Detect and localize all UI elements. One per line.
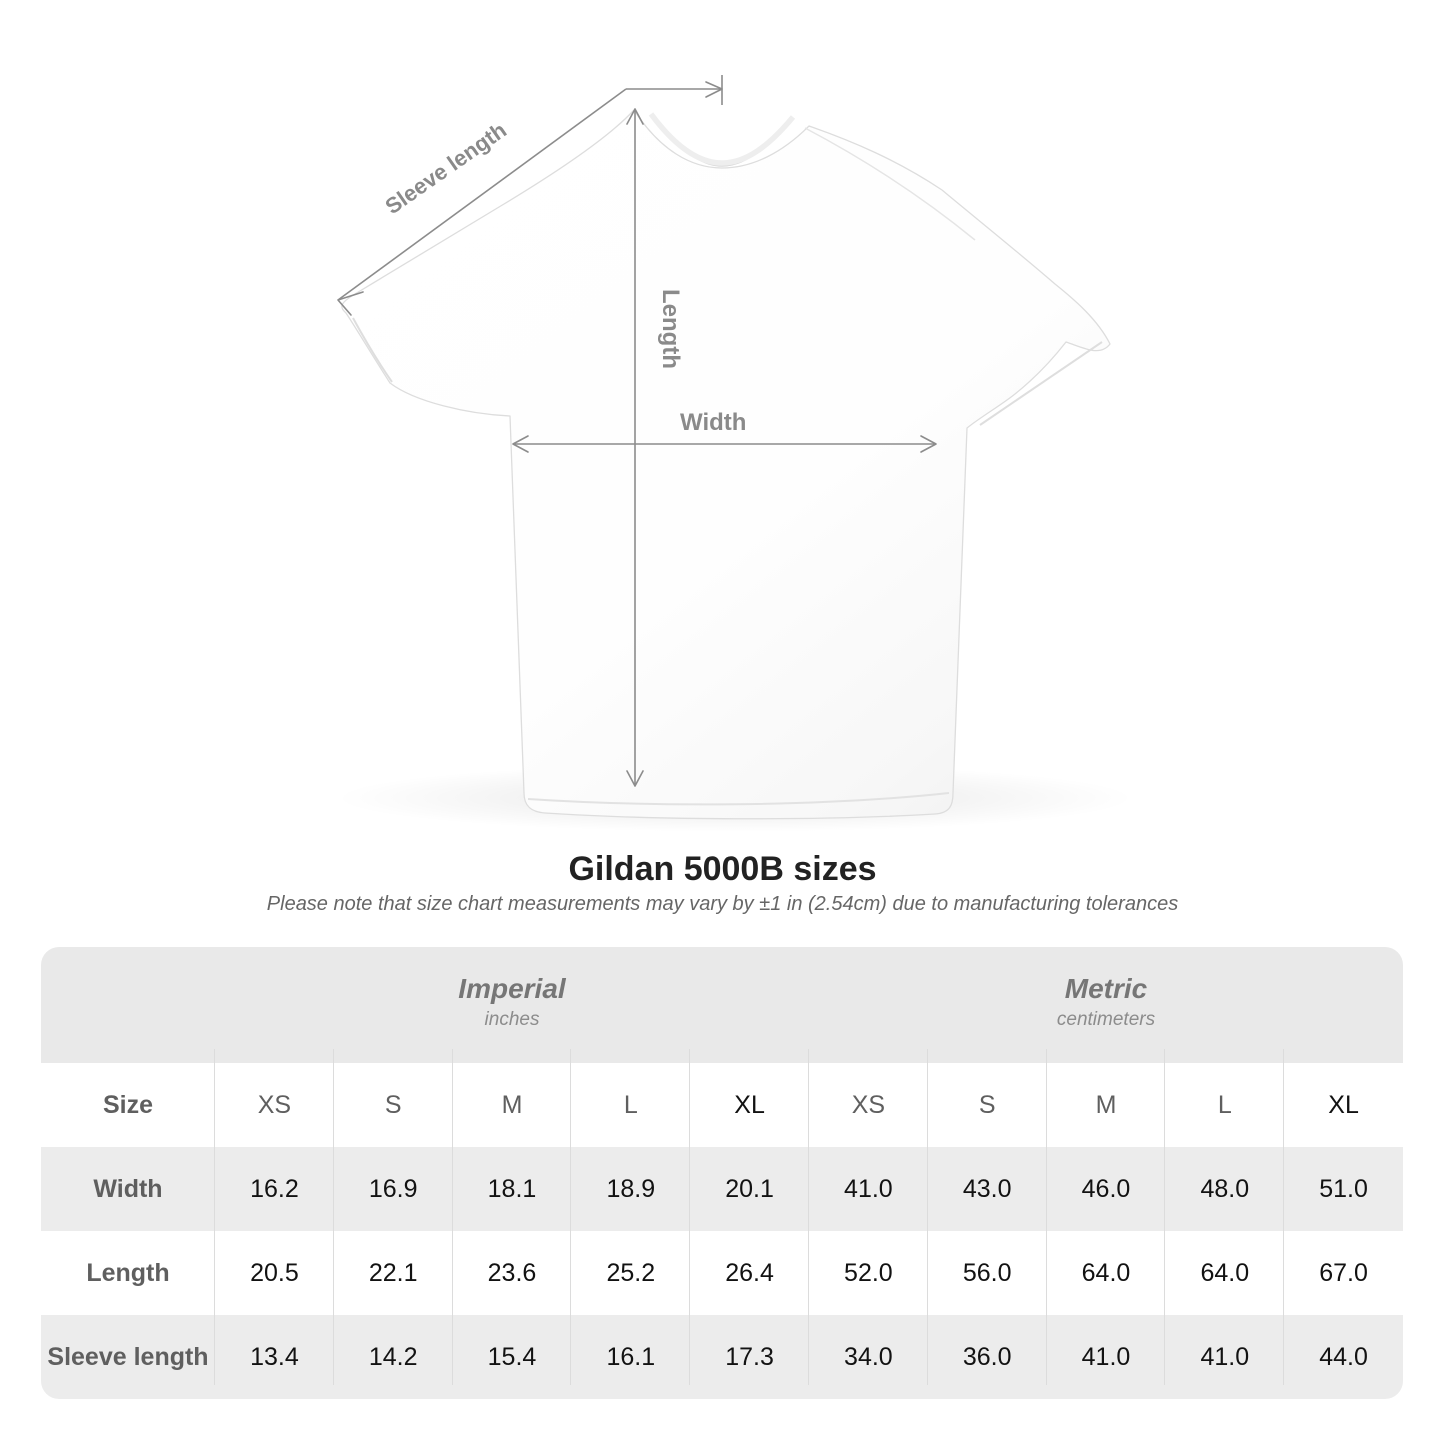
svg-text:Width: Width (680, 409, 746, 436)
svg-text:Sleeve length: Sleeve length (381, 117, 512, 219)
svg-text:Length: Length (657, 289, 684, 369)
